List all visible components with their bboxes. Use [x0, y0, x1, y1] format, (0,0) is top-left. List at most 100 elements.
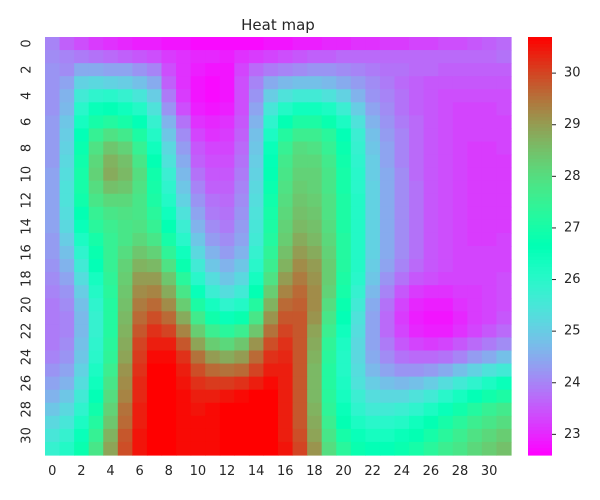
colorbar-segment: [528, 413, 552, 418]
colorbar-segment: [528, 287, 552, 292]
heatmap-cell: [248, 180, 265, 195]
colorbar-segment: [528, 364, 552, 369]
heatmap-cell: [481, 63, 498, 77]
colorbar-segment: [528, 333, 552, 338]
heatmap-cell: [496, 50, 512, 64]
heatmap-cell: [88, 115, 104, 130]
heatmap-cell: [205, 180, 221, 195]
heatmap-cell: [117, 193, 133, 208]
heatmap-cell: [321, 376, 337, 391]
colorbar-segment: [528, 340, 552, 345]
heatmap-cell: [219, 141, 235, 156]
colorbar-segment: [528, 347, 552, 352]
heatmap-cell: [103, 37, 119, 51]
heatmap-cell: [394, 311, 410, 325]
heatmap-cell: [205, 389, 221, 404]
heatmap-cell: [379, 285, 396, 299]
heatmap-cell: [234, 128, 250, 143]
heatmap-cell: [190, 298, 206, 312]
heatmap-cell: [132, 154, 148, 169]
colorbar-segment: [528, 336, 552, 341]
heatmap-cell: [467, 180, 483, 195]
heatmap-cell: [336, 193, 352, 208]
heatmap-cell: [394, 63, 410, 77]
heatmap-cell: [74, 285, 90, 299]
heatmap-cell: [496, 232, 512, 247]
heatmap-cell: [59, 63, 75, 77]
heatmap-cell: [205, 428, 221, 443]
heatmap-cell: [379, 219, 396, 234]
colorbar-segment: [528, 162, 552, 167]
heatmap-cell: [394, 337, 410, 352]
heatmap-cell: [103, 441, 119, 456]
heatmap-cell: [74, 180, 90, 195]
heatmap-cell: [219, 402, 235, 417]
heatmap-cell: [278, 415, 294, 430]
heatmap-cell: [190, 324, 206, 339]
heatmap-cell: [365, 89, 381, 103]
y-tick-label: 30: [19, 427, 34, 444]
colorbar-segment: [528, 99, 552, 104]
heatmap-cell: [205, 115, 221, 130]
heatmap-cell: [321, 298, 337, 312]
heatmap-cell: [146, 128, 163, 143]
heatmap-cell: [365, 441, 381, 456]
heatmap-cell: [176, 376, 192, 391]
heatmap-cell: [423, 102, 439, 116]
heatmap-cell: [452, 246, 468, 260]
heatmap-cell: [103, 115, 119, 130]
heatmap-cell: [321, 259, 337, 273]
heatmap-cell: [394, 232, 410, 247]
heatmap-cell: [350, 115, 366, 130]
heatmap-cell: [176, 115, 192, 130]
heatmap-cell: [365, 76, 381, 90]
heatmap-cell: [379, 298, 396, 312]
x-tick-label: 16: [277, 464, 294, 479]
heatmap-cell: [409, 232, 425, 247]
colorbar-segment: [528, 218, 552, 223]
heatmap-cell: [146, 389, 163, 404]
heatmap-cell: [365, 298, 381, 312]
colorbar-segment: [528, 409, 552, 414]
heatmap-cell: [336, 337, 352, 352]
heatmap-cell: [132, 350, 148, 365]
heatmap-cell: [248, 193, 265, 208]
heatmap-cell: [219, 128, 235, 143]
heatmap-cell: [278, 193, 294, 208]
heatmap-cell: [263, 376, 279, 391]
heatmap-cell: [409, 415, 425, 430]
heatmap-cell: [88, 180, 104, 195]
colorbar-segment: [528, 110, 552, 115]
colorbar: [528, 37, 552, 456]
heatmap-cell: [74, 298, 90, 312]
heatmap-cell: [409, 376, 425, 391]
heatmap-cell: [394, 441, 410, 456]
heatmap-cell: [132, 115, 148, 130]
heatmap-cell: [496, 376, 512, 391]
heatmap-cell: [365, 180, 381, 195]
heatmap-cell: [263, 128, 279, 143]
heatmap-cell: [176, 102, 192, 116]
heatmap-cell: [438, 76, 454, 90]
heatmap-cell: [248, 63, 265, 77]
heatmap-cell: [292, 259, 308, 273]
heatmap-cell: [452, 389, 468, 404]
heatmap-cell: [117, 415, 133, 430]
heatmap-cell: [176, 76, 192, 90]
heatmap-cell: [307, 402, 323, 417]
heatmap-cell: [307, 350, 323, 365]
heatmap-cell: [365, 272, 381, 286]
heatmap-cell: [365, 402, 381, 417]
heatmap-cell: [321, 37, 337, 51]
heatmap-cell: [59, 350, 75, 365]
heatmap-cell: [409, 441, 425, 456]
heatmap-cell: [467, 219, 483, 234]
heatmap-cell: [379, 402, 396, 417]
heatmap-cell: [409, 115, 425, 130]
heatmap-cell: [278, 285, 294, 299]
y-tick-label: 22: [19, 323, 34, 340]
heatmap-cell: [496, 415, 512, 430]
heatmap-cell: [190, 246, 206, 260]
heatmap-cell: [146, 206, 163, 221]
heatmap-cell: [452, 76, 468, 90]
